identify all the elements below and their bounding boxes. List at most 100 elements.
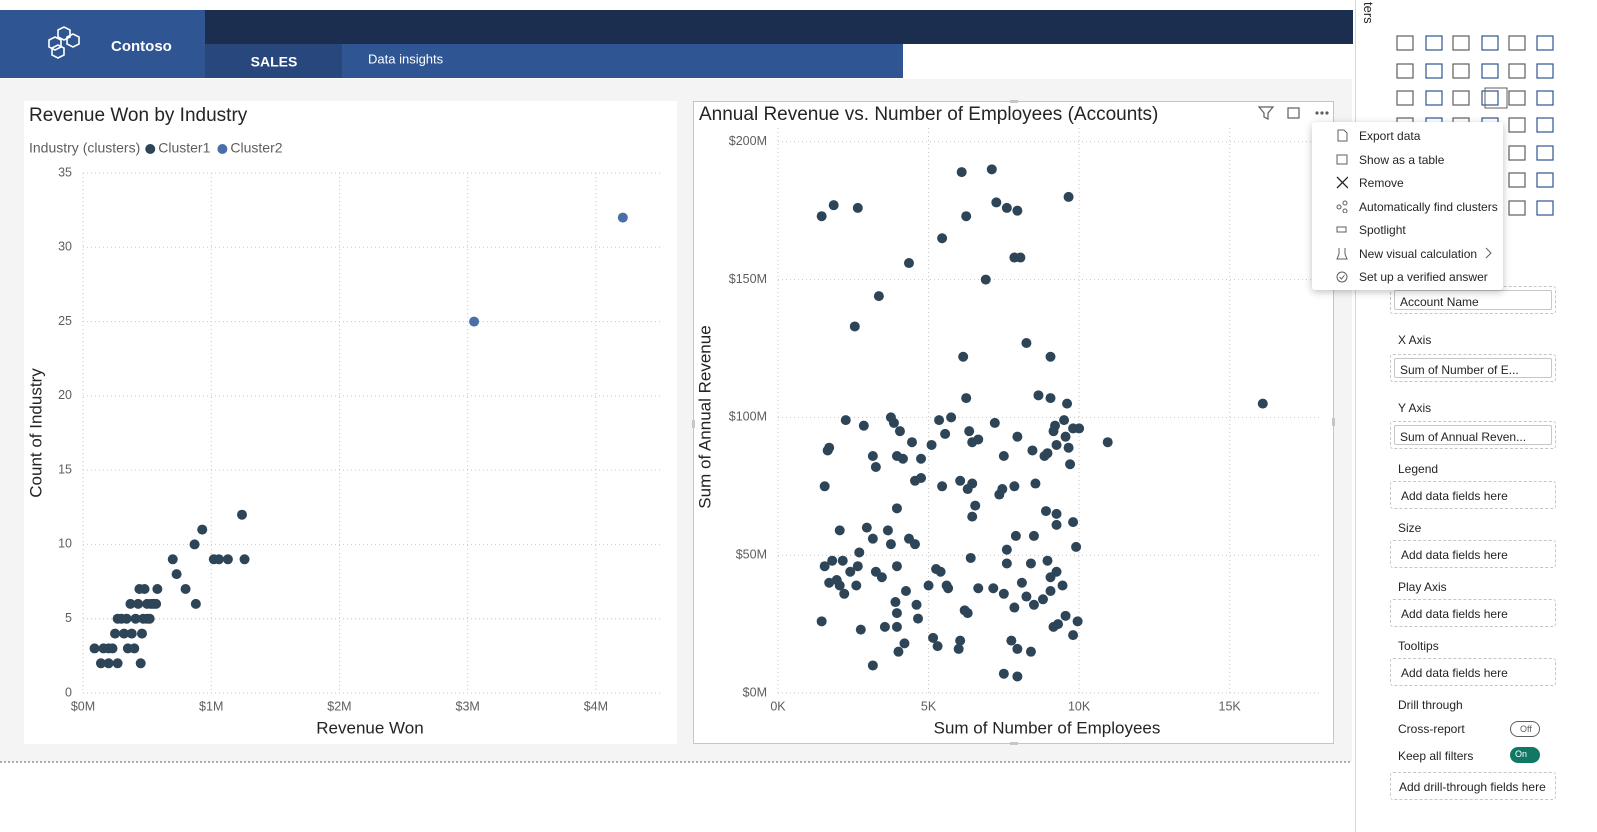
visual-header-icons[interactable] <box>1257 106 1329 120</box>
menu-item-label[interactable]: Set up a verified answer <box>1359 270 1488 284</box>
data-point <box>1051 439 1062 450</box>
tab-label[interactable]: Data insights <box>368 51 444 66</box>
menu-item-label[interactable]: Automatically find clusters <box>1359 200 1498 214</box>
menu-item[interactable]: Set up a verified answer <box>1312 265 1503 288</box>
viz-icon[interactable] <box>1536 90 1554 106</box>
data-point <box>167 554 178 565</box>
data-point <box>1025 558 1036 569</box>
viz-icon[interactable] <box>1396 63 1414 79</box>
viz-icon[interactable] <box>1452 63 1470 79</box>
viz-icon[interactable] <box>1536 35 1554 51</box>
well-label: Size <box>1398 521 1422 535</box>
field-well[interactable]: Add data fields here <box>1390 658 1556 686</box>
tab-label[interactable]: SALES <box>251 54 298 70</box>
toggle[interactable]: On <box>1510 747 1540 763</box>
data-point <box>1006 635 1017 646</box>
data-point <box>1053 619 1064 630</box>
y-tick-label: 25 <box>58 314 72 328</box>
data-point <box>834 580 845 591</box>
viz-icon[interactable] <box>1508 145 1526 161</box>
data-point <box>1063 442 1074 453</box>
tab[interactable] <box>205 44 342 78</box>
menu-item[interactable]: Show as a table <box>1312 148 1503 171</box>
menu-item-label[interactable]: New visual calculation <box>1359 247 1478 261</box>
viz-icon[interactable] <box>1536 172 1554 188</box>
viz-icon[interactable] <box>1452 90 1470 106</box>
data-point <box>1027 445 1038 456</box>
viz-icon[interactable] <box>1452 35 1470 51</box>
toggle[interactable]: Off <box>1510 721 1540 737</box>
data-point <box>873 291 884 302</box>
data-point <box>854 547 865 558</box>
field-well[interactable]: Sum of Annual Reven... <box>1390 421 1556 449</box>
data-point <box>913 613 924 624</box>
viz-icon[interactable] <box>1481 90 1499 106</box>
viz-icon[interactable] <box>1481 35 1499 51</box>
brand-block <box>0 10 205 78</box>
y-tick-label: 0 <box>65 685 72 699</box>
field-well[interactable]: Add drill-through fields here <box>1390 772 1556 800</box>
field-well[interactable]: Account Name <box>1390 286 1556 314</box>
y-axis-label: Sum of Annual Revenue <box>695 325 714 508</box>
data-point <box>940 428 951 439</box>
field-well[interactable]: Add data fields here <box>1390 481 1556 509</box>
viz-icon[interactable] <box>1536 63 1554 79</box>
tab[interactable] <box>342 44 903 78</box>
menu-item[interactable]: Spotlight <box>1312 218 1503 241</box>
data-point <box>891 608 902 619</box>
data-point <box>953 643 964 654</box>
field-pill[interactable]: Account Name <box>1394 290 1552 310</box>
data-point <box>998 588 1009 599</box>
menu-item-label[interactable]: Export data <box>1359 129 1421 143</box>
viz-icon[interactable] <box>1508 63 1526 79</box>
menu-item-label[interactable]: Show as a table <box>1359 153 1445 167</box>
viz-icon[interactable] <box>1508 172 1526 188</box>
viz-icon[interactable] <box>1425 63 1443 79</box>
data-point <box>961 211 972 222</box>
data-point <box>937 481 948 492</box>
menu-item-label[interactable]: Remove <box>1359 176 1404 190</box>
data-point <box>879 621 890 632</box>
data-point <box>819 561 830 572</box>
viz-icon[interactable] <box>1536 200 1554 216</box>
data-point <box>988 583 999 594</box>
x-tick-label: 5K <box>921 699 937 713</box>
field-pill[interactable]: Sum of Annual Reven... <box>1394 425 1552 445</box>
field-well[interactable]: Add data fields here <box>1390 540 1556 568</box>
viz-icon[interactable] <box>1396 90 1414 106</box>
viz-icon[interactable] <box>1425 90 1443 106</box>
viz-icon[interactable] <box>1536 117 1554 133</box>
viz-icon[interactable] <box>1508 90 1526 106</box>
field-well[interactable]: Sum of Number of E... <box>1390 354 1556 382</box>
data-point <box>958 351 969 362</box>
field-pill[interactable]: Sum of Number of E... <box>1394 358 1552 378</box>
data-point <box>828 200 839 211</box>
menu-item[interactable]: Remove <box>1312 171 1503 194</box>
viz-icon[interactable] <box>1536 145 1554 161</box>
data-point <box>910 539 921 550</box>
data-point <box>861 522 872 533</box>
visual-container[interactable] <box>24 101 677 744</box>
data-point <box>144 613 155 624</box>
viz-icon[interactable] <box>1425 35 1443 51</box>
y-tick-label: $100M <box>729 410 767 424</box>
menu-item-label[interactable]: Spotlight <box>1359 223 1406 237</box>
toggle-label: Keep all filters <box>1398 749 1474 763</box>
data-point <box>89 643 100 654</box>
viz-icon[interactable] <box>1508 35 1526 51</box>
viz-icon[interactable] <box>1508 117 1526 133</box>
icon <box>1336 154 1348 165</box>
data-point <box>1021 591 1032 602</box>
menu-item[interactable]: Automatically find clusters <box>1312 195 1503 218</box>
field-well[interactable]: Add data fields here <box>1390 599 1556 627</box>
data-point <box>1102 437 1113 448</box>
viz-icon[interactable] <box>1481 63 1499 79</box>
viz-icon[interactable] <box>1508 200 1526 216</box>
y-tick-label: $50M <box>736 547 767 561</box>
menu-item[interactable]: Export data <box>1312 124 1503 147</box>
viz-icon[interactable] <box>1396 35 1414 51</box>
x-tick-label: $1M <box>199 699 223 713</box>
data-point <box>867 660 878 671</box>
data-point <box>911 599 922 610</box>
menu-item[interactable]: New visual calculation <box>1312 242 1503 265</box>
